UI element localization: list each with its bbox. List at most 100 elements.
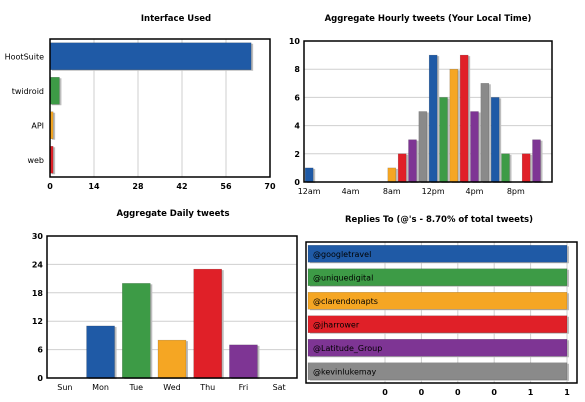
x-tick-labels: 0 0 0 0 1 1 — [382, 388, 570, 397]
x-tick-label: Sat — [273, 383, 286, 392]
bar-tue — [122, 283, 153, 379]
y-tick-label: 6 — [37, 346, 43, 355]
bar-latitude_group — [307, 339, 569, 358]
chart-title: Aggregate Daily tweets — [117, 209, 230, 219]
bar-api — [49, 111, 56, 140]
plot-frame — [46, 235, 298, 379]
chart-title: Replies To (@'s - 8.70% of total tweets) — [345, 215, 533, 225]
bar-hour-10 — [408, 139, 419, 183]
x-tick-labels: 12am 4am 8am 12pm 4pm 8pm — [298, 187, 525, 196]
x-tick-label: 0 — [419, 388, 425, 397]
x-tick-label: 8am — [383, 187, 401, 196]
x-tick-label: Mon — [92, 383, 109, 392]
bars — [49, 42, 254, 175]
plot-frame — [305, 241, 578, 384]
bar-hour-8 — [387, 167, 398, 183]
chart-title: Aggregate Hourly tweets (Your Local Time… — [325, 14, 532, 24]
category-label: @kevinlukemay — [313, 367, 377, 376]
category-label: HootSuite — [5, 52, 44, 61]
category-label: @googletravel — [313, 250, 371, 259]
bar-fri — [229, 344, 260, 379]
bar-hour-15 — [459, 54, 471, 183]
bar-hootsuite — [49, 42, 254, 71]
x-tick-label: Tue — [128, 383, 143, 392]
x-tick-label: 0 — [382, 388, 388, 397]
y-tick-label: 2 — [294, 150, 300, 159]
category-label: @jharrower — [313, 320, 360, 329]
bar-kevinlukemay — [307, 362, 569, 381]
x-tick-label: 1 — [564, 388, 570, 397]
bar-wed — [157, 339, 188, 379]
y-tick-label: 10 — [289, 37, 301, 46]
x-tick-labels: Sun Mon Tue Wed Thu Fri Sat — [57, 383, 285, 392]
chart-title: Interface Used — [141, 14, 211, 24]
bar-googletravel — [307, 245, 569, 264]
x-tick-label: Thu — [199, 383, 215, 392]
x-tick-label: 56 — [220, 182, 232, 191]
plot-frame — [303, 40, 553, 183]
x-tick-label: Sun — [57, 383, 72, 392]
chart-hourly-tweets: Aggregate Hourly tweets (Your Local Time… — [289, 14, 553, 196]
x-tick-label: 0 — [455, 388, 461, 397]
bar-hour-11 — [418, 111, 429, 183]
bar-hour-21 — [521, 153, 533, 183]
bar-hour-22 — [532, 139, 543, 183]
x-tick-label: 1 — [528, 388, 534, 397]
y-tick-labels: 0 6 12 18 24 30 — [32, 232, 44, 383]
category-labels: HootSuite twidroid API web — [5, 52, 44, 165]
y-tick-label: 6 — [294, 93, 300, 102]
category-label: API — [31, 121, 44, 130]
grid — [384, 242, 568, 383]
bar-hour-12 — [428, 54, 440, 183]
bar-web — [49, 146, 56, 175]
x-tick-label: Wed — [163, 383, 180, 392]
category-label: @uniquedigital — [313, 273, 373, 282]
bar-mon — [86, 325, 117, 379]
x-tick-label: Fri — [239, 383, 249, 392]
x-tick-label: 12pm — [422, 187, 445, 196]
x-tick-labels: 0 14 28 42 56 70 — [47, 182, 276, 191]
bar-hour-17 — [480, 83, 491, 183]
bar-jharrower — [307, 315, 569, 334]
x-tick-label: 0 — [491, 388, 497, 397]
category-label: web — [27, 156, 44, 165]
bars — [86, 268, 260, 379]
bar-hour-18 — [490, 97, 502, 183]
chart-replies-to: Replies To (@'s - 8.70% of total tweets)… — [305, 215, 578, 397]
bar-hour-14 — [449, 68, 460, 183]
category-labels: @googletravel @uniquedigital @clarendonapt… — [313, 250, 382, 377]
x-tick-label: 12am — [298, 187, 321, 196]
chart-daily-tweets: Aggregate Daily tweets 0 6 12 18 24 30 Sun Mon… — [32, 209, 298, 392]
bar-hour-16 — [470, 111, 481, 183]
bar-hour-9 — [397, 153, 409, 183]
x-tick-label: 28 — [132, 182, 144, 191]
category-label: twidroid — [12, 87, 44, 96]
bar-twidroid — [49, 77, 62, 106]
x-tick-label: 42 — [176, 182, 187, 191]
category-label: @Latitude_Group — [313, 344, 382, 353]
x-tick-label: 4pm — [466, 187, 484, 196]
bar-clarendonapts — [307, 292, 569, 311]
bars — [304, 54, 543, 183]
y-tick-label: 24 — [32, 260, 44, 269]
y-tick-labels: 0 2 4 6 8 10 — [289, 37, 301, 187]
bar-thu — [193, 268, 224, 379]
bar-hour-0 — [304, 167, 316, 183]
chart-interface-used: Interface Used HootSuite twidroid API web 0… — [5, 14, 276, 191]
x-tick-label: 70 — [264, 182, 276, 191]
bar-hour-13 — [439, 97, 450, 183]
y-tick-label: 12 — [32, 317, 43, 326]
bar-hour-19 — [501, 153, 512, 183]
bars — [307, 245, 569, 381]
plot-frame — [49, 38, 271, 178]
y-tick-label: 4 — [294, 122, 300, 131]
y-tick-label: 18 — [32, 289, 44, 298]
x-tick-label: 8pm — [507, 187, 525, 196]
bar-uniquedigital — [307, 268, 569, 287]
x-tick-label: 0 — [47, 182, 53, 191]
x-tick-label: 4am — [342, 187, 360, 196]
y-tick-label: 8 — [294, 65, 300, 74]
y-tick-label: 0 — [37, 374, 43, 383]
x-tick-label: 14 — [88, 182, 100, 191]
